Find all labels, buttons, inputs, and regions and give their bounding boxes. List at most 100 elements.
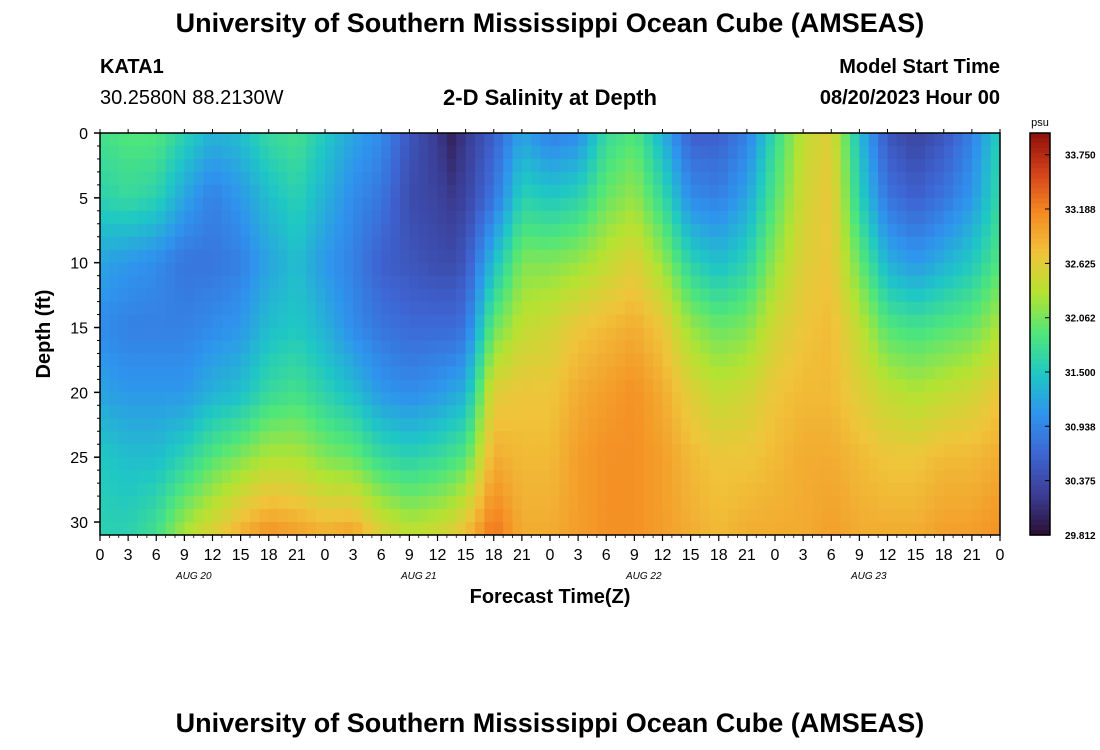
heatmap-cell [521, 301, 532, 316]
colorbar-band [1030, 153, 1050, 159]
heatmap-cell [118, 470, 129, 484]
heatmap-cell [165, 301, 176, 316]
heatmap-cell [943, 223, 954, 238]
heatmap-cell [409, 145, 420, 160]
heatmap-cell [278, 262, 289, 277]
heatmap-cell [268, 457, 279, 471]
heatmap-cell [596, 340, 607, 355]
date-label: AUG 20 [175, 571, 212, 582]
heatmap-cell [878, 405, 889, 419]
heatmap-cell [625, 418, 635, 432]
heatmap-cell [325, 470, 335, 484]
heatmap-cell [934, 509, 945, 523]
heatmap-cell [831, 457, 842, 471]
heatmap-cell [868, 314, 879, 329]
heatmap-cell [512, 418, 523, 432]
heatmap-cell [681, 379, 692, 393]
heatmap-cell [578, 262, 589, 277]
heatmap-cell [165, 145, 176, 160]
heatmap-cell [709, 210, 720, 225]
heatmap-cell [896, 353, 907, 368]
heatmap-cell [409, 431, 420, 445]
heatmap-cell [971, 145, 982, 160]
heatmap-cell [953, 444, 964, 458]
heatmap-cell [756, 288, 767, 303]
heatmap-cell [371, 158, 382, 173]
heatmap-cell [156, 470, 167, 484]
heatmap-cell [634, 262, 645, 277]
heatmap-cell [653, 301, 664, 316]
heatmap-cell [296, 366, 307, 380]
heatmap-cell [437, 444, 448, 458]
heatmap-cell [690, 158, 701, 173]
heatmap-cell [465, 327, 476, 342]
heatmap-cell [606, 431, 617, 445]
heatmap-cell [315, 249, 326, 264]
heatmap-cell [737, 275, 748, 290]
heatmap-cell [362, 496, 373, 510]
heatmap-cell [587, 431, 598, 445]
heatmap-cell [793, 405, 804, 419]
heatmap-cell [587, 314, 598, 329]
heatmap-cell [915, 288, 926, 303]
heatmap-cell [746, 275, 757, 290]
heatmap-cell [221, 431, 232, 445]
heatmap-cell [962, 353, 973, 368]
heatmap-cell [868, 392, 879, 406]
heatmap-cell [990, 418, 1000, 432]
heatmap-cell [353, 470, 364, 484]
heatmap-cell [268, 509, 279, 523]
heatmap-cell [118, 457, 129, 471]
heatmap-cell [925, 210, 935, 225]
heatmap-cell [325, 197, 335, 212]
heatmap-cell [775, 522, 785, 535]
heatmap-cell [278, 431, 289, 445]
heatmap-cell [615, 457, 626, 471]
heatmap-cell [981, 301, 992, 316]
heatmap-cell [250, 145, 260, 160]
heatmap-cell [381, 340, 392, 355]
heatmap-cell [850, 353, 860, 368]
heatmap-cell [915, 353, 926, 368]
heatmap-cell [362, 301, 373, 316]
heatmap-cell [540, 288, 551, 303]
heatmap-cell [971, 366, 982, 380]
heatmap-cell [371, 288, 382, 303]
heatmap-cell [353, 236, 364, 251]
heatmap-cell [390, 431, 401, 445]
heatmap-cell [437, 496, 448, 510]
heatmap-cell [634, 431, 645, 445]
heatmap-cell [531, 171, 542, 186]
heatmap-cell [203, 262, 214, 277]
heatmap-cell [250, 275, 260, 290]
heatmap-cell [268, 496, 279, 510]
heatmap-cell [906, 379, 917, 393]
heatmap-cell [606, 353, 617, 368]
heatmap-cell [456, 236, 467, 251]
heatmap-cell [409, 301, 420, 316]
heatmap-cell [765, 184, 776, 199]
heatmap-cell [962, 483, 973, 497]
heatmap-cell [709, 431, 720, 445]
heatmap-cell [681, 444, 692, 458]
heatmap-cell [109, 249, 120, 264]
heatmap-cell [418, 457, 429, 471]
heatmap-cell [212, 301, 223, 316]
heatmap-cell [653, 418, 664, 432]
heatmap-cell [596, 444, 607, 458]
heatmap-cell [868, 340, 879, 355]
heatmap-cell [653, 197, 664, 212]
heatmap-cell [709, 457, 720, 471]
heatmap-cell [878, 223, 889, 238]
heatmap-cell [934, 184, 945, 199]
heatmap-cell [690, 509, 701, 523]
heatmap-cell [915, 223, 926, 238]
heatmap-cell [400, 444, 410, 458]
heatmap-cell [559, 301, 570, 316]
heatmap-cell [962, 262, 973, 277]
heatmap-cell [559, 405, 570, 419]
colorbar-band [1030, 504, 1050, 511]
heatmap-cell [634, 496, 645, 510]
heatmap-cell [381, 133, 392, 147]
heatmap-cell [184, 379, 195, 393]
